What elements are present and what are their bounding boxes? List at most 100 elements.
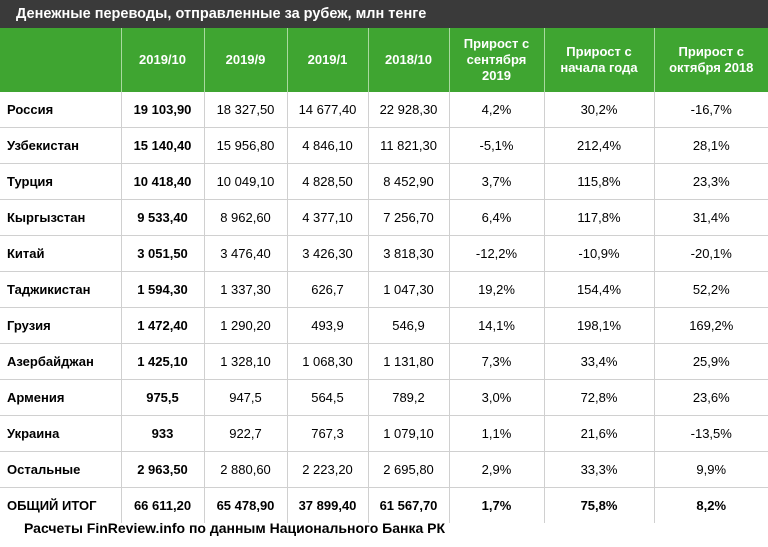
value-cell: 169,2%	[654, 307, 768, 344]
value-cell: 947,5	[204, 379, 288, 416]
column-header: Прирост с октября 2018	[654, 28, 768, 92]
value-cell: 19,2%	[449, 271, 545, 308]
value-cell: 626,7	[287, 271, 369, 308]
value-cell: 72,8%	[544, 379, 655, 416]
remittances-table: 2019/10 2019/9 2019/1 2018/10 Прирост с …	[0, 28, 768, 523]
value-cell: 2,9%	[449, 451, 545, 488]
country-cell: Остальные	[0, 451, 122, 488]
value-cell: 767,3	[287, 415, 369, 452]
value-cell: 14,1%	[449, 307, 545, 344]
value-cell: 15 140,40	[121, 127, 205, 164]
value-cell: 1 594,30	[121, 271, 205, 308]
value-cell: 4 377,10	[287, 199, 369, 236]
country-cell: Россия	[0, 92, 122, 128]
value-cell: 1,7%	[449, 487, 545, 523]
source-note: Расчеты FinReview.info по данным Национа…	[24, 520, 446, 536]
value-cell: 7 256,70	[368, 199, 450, 236]
value-cell: 564,5	[287, 379, 369, 416]
value-cell: 66 611,20	[121, 487, 205, 523]
table-row: Китай 3 051,50 3 476,40 3 426,30 3 818,30 -12…	[0, 235, 768, 272]
value-cell: 154,4%	[544, 271, 655, 308]
value-cell: 3,0%	[449, 379, 545, 416]
value-cell: 75,8%	[544, 487, 655, 523]
country-cell: Украина	[0, 415, 122, 452]
value-cell: 1 425,10	[121, 343, 205, 380]
value-cell: 198,1%	[544, 307, 655, 344]
value-cell: 23,3%	[654, 163, 768, 200]
country-cell: Кыргызстан	[0, 199, 122, 236]
table-row: Таджикистан 1 594,30 1 337,30 626,7 1 047,30…	[0, 271, 768, 308]
value-cell: 33,4%	[544, 343, 655, 380]
value-cell: 19 103,90	[121, 92, 205, 128]
value-cell: 4 846,10	[287, 127, 369, 164]
value-cell: -5,1%	[449, 127, 545, 164]
country-cell: Армения	[0, 379, 122, 416]
value-cell: 115,8%	[544, 163, 655, 200]
value-cell: 61 567,70	[368, 487, 450, 523]
value-cell: 8 962,60	[204, 199, 288, 236]
column-header: 2019/1	[287, 28, 369, 92]
column-header: Прирост с сентября 2019	[449, 28, 545, 92]
value-cell: 21,6%	[544, 415, 655, 452]
value-cell: 1 079,10	[368, 415, 450, 452]
value-cell: 65 478,90	[204, 487, 288, 523]
value-cell: 9,9%	[654, 451, 768, 488]
country-cell: Азербайджан	[0, 343, 122, 380]
total-label: ОБЩИЙ ИТОГ	[0, 487, 122, 523]
value-cell: 922,7	[204, 415, 288, 452]
value-cell: 546,9	[368, 307, 450, 344]
value-cell: 30,2%	[544, 92, 655, 128]
table-row: Турция 10 418,40 10 049,10 4 828,50 8 452,90…	[0, 163, 768, 200]
value-cell: 933	[121, 415, 205, 452]
value-cell: 1 068,30	[287, 343, 369, 380]
country-cell: Китай	[0, 235, 122, 272]
value-cell: 1 131,80	[368, 343, 450, 380]
value-cell: 3 476,40	[204, 235, 288, 272]
value-cell: 2 963,50	[121, 451, 205, 488]
table-row: Азербайджан 1 425,10 1 328,10 1 068,30 1 131…	[0, 343, 768, 380]
header-corner	[0, 28, 122, 92]
value-cell: 3 818,30	[368, 235, 450, 272]
value-cell: 493,9	[287, 307, 369, 344]
value-cell: 1 337,30	[204, 271, 288, 308]
table-row: Грузия 1 472,40 1 290,20 493,9 546,9 14,1% 198…	[0, 307, 768, 344]
value-cell: 3 426,30	[287, 235, 369, 272]
value-cell: 15 956,80	[204, 127, 288, 164]
value-cell: 37 899,40	[287, 487, 369, 523]
value-cell: 7,3%	[449, 343, 545, 380]
value-cell: 11 821,30	[368, 127, 450, 164]
value-cell: 31,4%	[654, 199, 768, 236]
value-cell: 23,6%	[654, 379, 768, 416]
value-cell: 22 928,30	[368, 92, 450, 128]
value-cell: 6,4%	[449, 199, 545, 236]
value-cell: 52,2%	[654, 271, 768, 308]
column-header: 2019/9	[204, 28, 288, 92]
value-cell: 28,1%	[654, 127, 768, 164]
value-cell: 18 327,50	[204, 92, 288, 128]
country-cell: Грузия	[0, 307, 122, 344]
value-cell: 10 418,40	[121, 163, 205, 200]
value-cell: 1,1%	[449, 415, 545, 452]
value-cell: 4,2%	[449, 92, 545, 128]
table-row: Узбекистан 15 140,40 15 956,80 4 846,10 11 8…	[0, 127, 768, 164]
value-cell: 9 533,40	[121, 199, 205, 236]
value-cell: 33,3%	[544, 451, 655, 488]
value-cell: 789,2	[368, 379, 450, 416]
value-cell: 14 677,40	[287, 92, 369, 128]
column-header: Прирост с начала года	[544, 28, 655, 92]
value-cell: 212,4%	[544, 127, 655, 164]
country-cell: Узбекистан	[0, 127, 122, 164]
value-cell: 25,9%	[654, 343, 768, 380]
country-cell: Таджикистан	[0, 271, 122, 308]
value-cell: 10 049,10	[204, 163, 288, 200]
table-row: Украина 933 922,7 767,3 1 079,10 1,1% 21,6% -13…	[0, 415, 768, 452]
value-cell: 1 328,10	[204, 343, 288, 380]
table-row: Армения 975,5 947,5 564,5 789,2 3,0% 72,8% 23,6…	[0, 379, 768, 416]
value-cell: 8 452,90	[368, 163, 450, 200]
table-title: Денежные переводы, отправленные за рубеж…	[0, 0, 768, 28]
value-cell: 3,7%	[449, 163, 545, 200]
value-cell: -16,7%	[654, 92, 768, 128]
table-row: Остальные 2 963,50 2 880,60 2 223,20 2 695,8…	[0, 451, 768, 488]
value-cell: 2 880,60	[204, 451, 288, 488]
value-cell: -13,5%	[654, 415, 768, 452]
